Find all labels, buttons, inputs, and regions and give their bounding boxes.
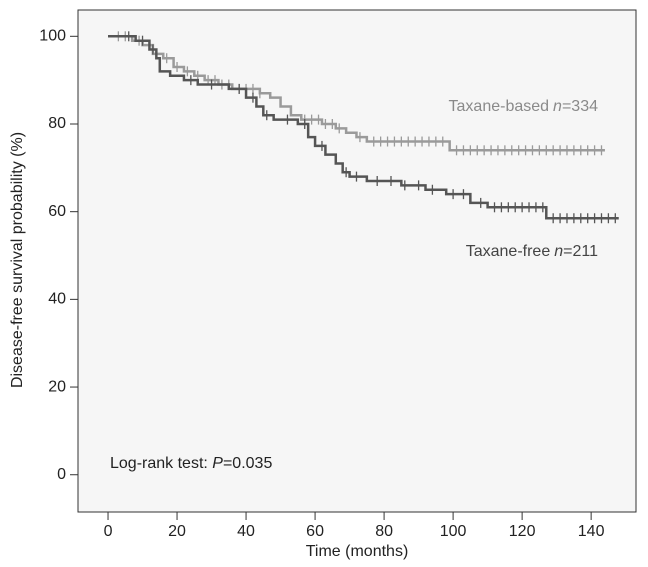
annotation-text: Log-rank test: bbox=[110, 455, 212, 472]
series-n-rest: =211 bbox=[563, 243, 598, 260]
x-tick-label: 80 bbox=[375, 523, 393, 540]
survival-curve bbox=[108, 35, 619, 220]
x-tick-label: 100 bbox=[440, 523, 467, 540]
y-tick-label: 100 bbox=[39, 28, 66, 45]
annotation-rest: =0.035 bbox=[223, 455, 272, 472]
x-axis-label: Time (months) bbox=[306, 543, 409, 560]
y-tick-label: 0 bbox=[57, 466, 66, 483]
series-label: Taxane-free n=211 bbox=[466, 243, 598, 260]
x-tick-label: 120 bbox=[509, 523, 536, 540]
series-name: Taxane-free bbox=[466, 243, 551, 260]
plot-area bbox=[77, 9, 637, 513]
y-axis-label: Disease-free survival probability (%) bbox=[9, 132, 26, 388]
x-tick-label: 60 bbox=[306, 523, 324, 540]
annotation: Log-rank test: P=0.035 bbox=[110, 455, 272, 472]
series-name: Taxane-based bbox=[449, 98, 550, 115]
series-n-italic: n bbox=[554, 243, 563, 260]
y-tick-label: 40 bbox=[48, 291, 66, 308]
y-tick-label: 20 bbox=[48, 378, 66, 395]
series-n-rest: =334 bbox=[562, 98, 598, 115]
series-label: Taxane-based n=334 bbox=[449, 98, 599, 115]
series-n-italic: n bbox=[553, 98, 562, 115]
y-tick-label: 60 bbox=[48, 203, 66, 220]
y-tick-label: 80 bbox=[48, 115, 66, 132]
x-tick-label: 140 bbox=[578, 523, 605, 540]
x-tick-label: 0 bbox=[104, 523, 113, 540]
annotation-italic: P bbox=[212, 455, 223, 472]
x-tick-label: 20 bbox=[168, 523, 186, 540]
x-tick-label: 40 bbox=[237, 523, 255, 540]
